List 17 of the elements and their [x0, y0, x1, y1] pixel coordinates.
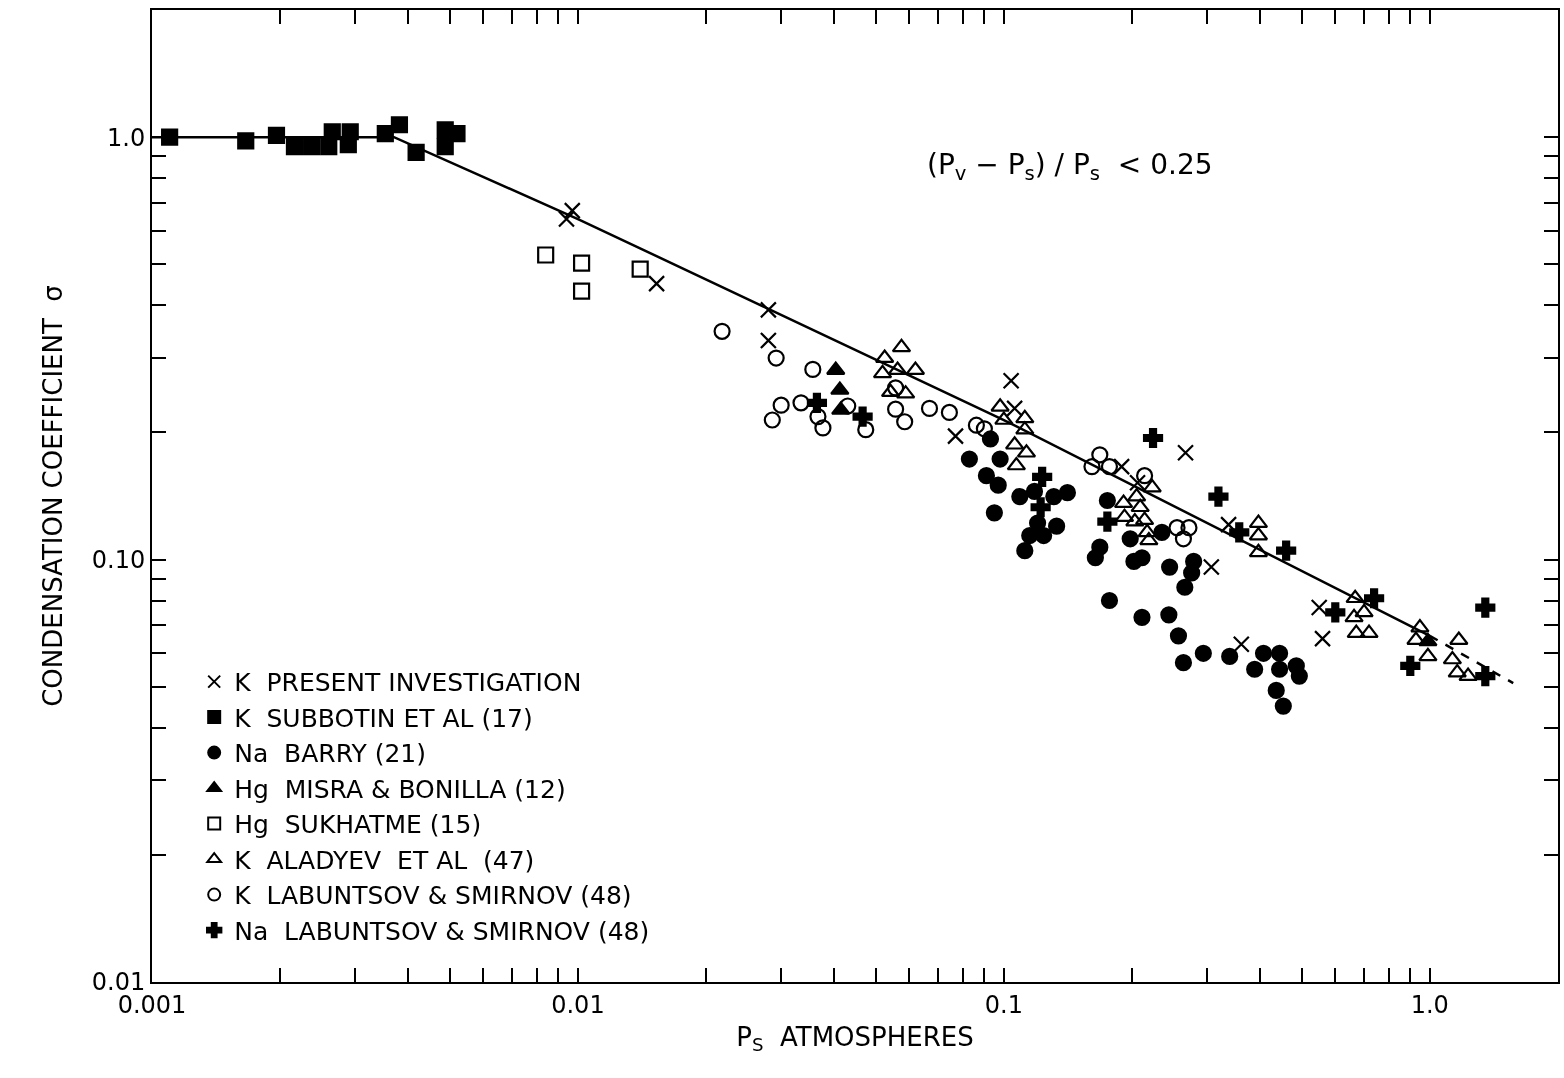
- legend-label: K PRESENT INVESTIGATION: [234, 668, 582, 698]
- x-tick-label: 0.001: [117, 990, 187, 1019]
- y-tick-label: 0.10: [91, 545, 146, 574]
- legend-label: Na BARRY (21): [234, 739, 427, 769]
- x-tick-label: 1.0: [1410, 990, 1449, 1019]
- legend-label: K SUBBOTIN ET AL (17): [234, 703, 533, 733]
- legend-label: Hg MISRA & BONILLA (12): [234, 774, 566, 804]
- legend-label: Na LABUNTSOV & SMIRNOV (48): [234, 916, 650, 946]
- x-tick-label: 0.01: [551, 990, 605, 1019]
- y-tick-label: 1.0: [107, 123, 146, 152]
- x-tick-label: 0.1: [984, 990, 1023, 1019]
- legend-label: Hg SUKHATME (15): [234, 810, 482, 840]
- legend-label: K ALADYEV ET AL (47): [234, 845, 535, 875]
- legend-label: K LABUNTSOV & SMIRNOV (48): [234, 881, 632, 911]
- y-axis-title: CONDENSATION COEFFICIENT σ: [37, 285, 68, 707]
- x-axis-title: P$_{S}$ ATMOSPHERES: [736, 1022, 974, 1056]
- annotation: (P$_{v}$ − P$_{s}$) / P$_{s}$ < 0.25: [927, 148, 1213, 185]
